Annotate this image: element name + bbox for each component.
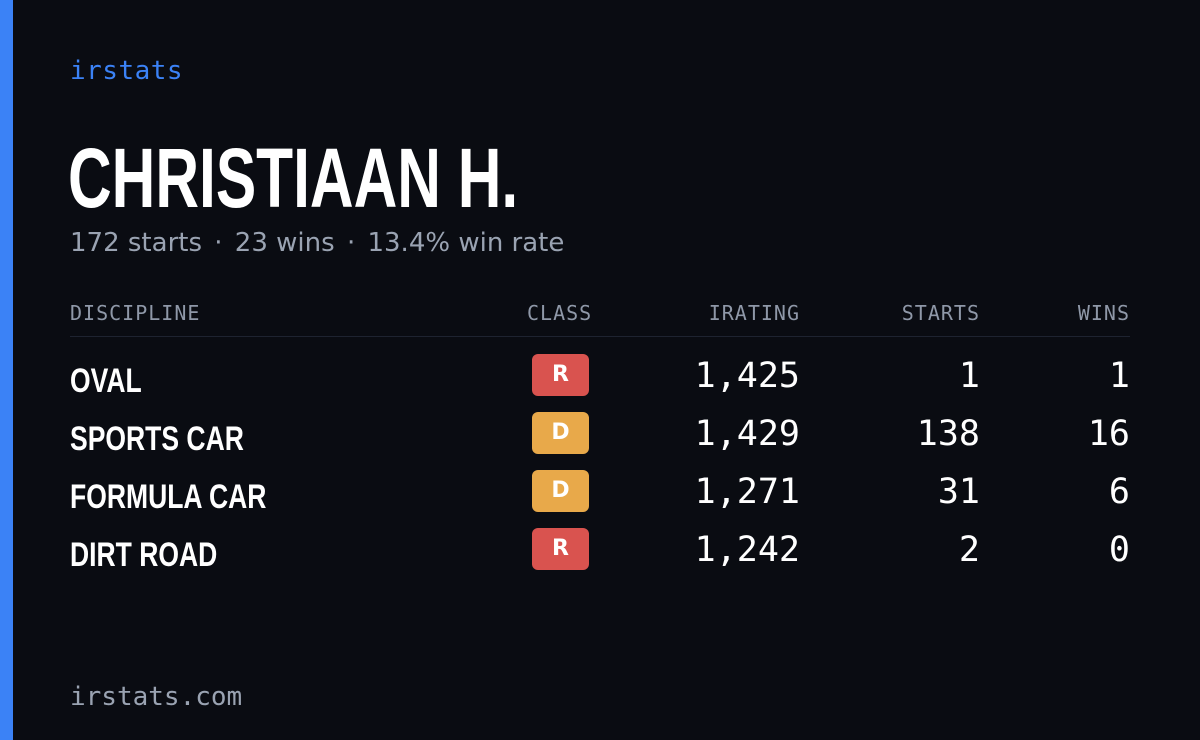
irating-value: 1,271 xyxy=(694,472,800,512)
starts-value: 31 xyxy=(937,472,980,512)
brand-logo-text: irstats xyxy=(70,56,184,86)
table-row: FORMULA CAR D 1,271 31 6 xyxy=(0,470,1200,528)
column-header-starts: STARTS xyxy=(901,301,980,325)
column-header-discipline: DISCIPLINE xyxy=(70,301,201,325)
wins-value: 6 xyxy=(1108,472,1130,512)
table-row: SPORTS CAR D 1,429 138 16 xyxy=(0,412,1200,470)
driver-name: CHRISTIAAN H. xyxy=(68,131,519,225)
irating-value: 1,429 xyxy=(694,414,800,454)
wins-value: 1 xyxy=(1108,356,1130,396)
summary-separator: · xyxy=(214,228,223,258)
starts-value: 2 xyxy=(958,530,980,570)
license-class-badge: D xyxy=(532,470,589,512)
wins-value: 16 xyxy=(1087,414,1130,454)
license-class-badge: R xyxy=(532,354,589,396)
column-header-irating: IRATING xyxy=(708,301,800,325)
summary-wins: 23 wins xyxy=(234,228,335,258)
footer-url: irstats.com xyxy=(70,682,243,712)
summary-separator: · xyxy=(346,228,356,258)
summary-starts: 172 starts xyxy=(70,228,202,258)
column-header-class: CLASS xyxy=(527,301,593,325)
starts-value: 138 xyxy=(916,414,980,454)
license-class-badge: R xyxy=(532,528,589,570)
irating-value: 1,242 xyxy=(694,530,800,570)
header-divider xyxy=(70,336,1130,337)
table-row: DIRT ROAD R 1,242 2 0 xyxy=(0,528,1200,586)
discipline-name: FORMULA CAR xyxy=(70,478,267,516)
summary-win-rate: 13.4% win rate xyxy=(367,228,565,258)
discipline-name: SPORTS CAR xyxy=(70,420,244,458)
driver-summary: 172 starts · 23 wins · 13.4% win rate xyxy=(70,228,564,258)
column-header-wins: WINS xyxy=(1077,301,1130,325)
accent-bar xyxy=(0,0,13,740)
wins-value: 0 xyxy=(1108,530,1130,570)
table-row: OVAL R 1,425 1 1 xyxy=(0,354,1200,412)
license-class-badge: D xyxy=(532,412,589,454)
discipline-name: OVAL xyxy=(70,362,142,400)
irating-value: 1,425 xyxy=(694,356,800,396)
discipline-name: DIRT ROAD xyxy=(70,536,218,574)
starts-value: 1 xyxy=(958,356,980,396)
